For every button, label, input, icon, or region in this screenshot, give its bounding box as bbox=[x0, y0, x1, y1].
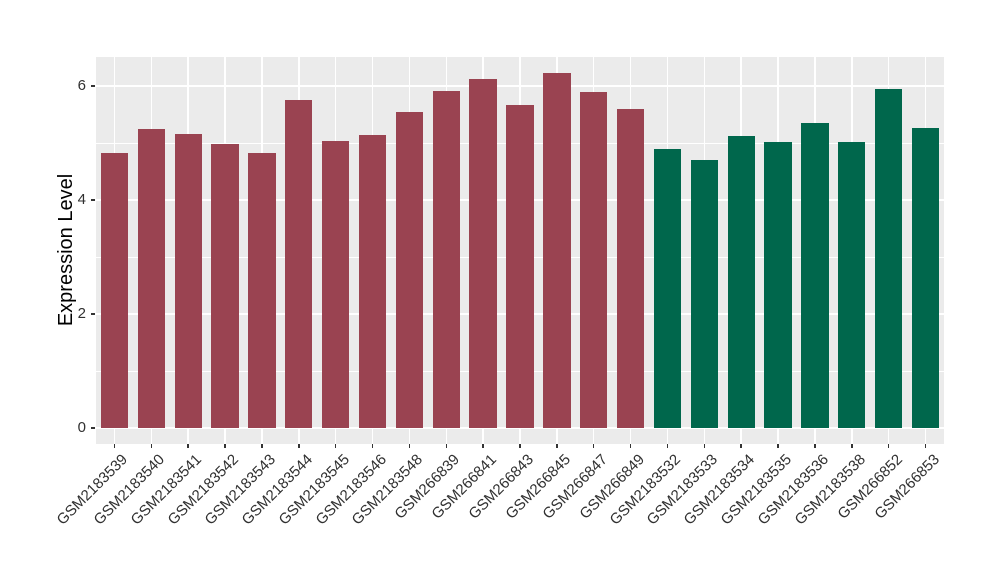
x-tick bbox=[851, 444, 853, 448]
bar bbox=[322, 140, 350, 428]
bar bbox=[506, 104, 534, 428]
y-tick-label: 2 bbox=[77, 305, 86, 322]
x-tick bbox=[298, 444, 300, 448]
x-tick bbox=[556, 444, 558, 448]
x-tick bbox=[777, 444, 779, 448]
bar bbox=[211, 144, 239, 428]
y-tick-label: 0 bbox=[77, 419, 86, 436]
x-tick bbox=[887, 444, 890, 448]
bar bbox=[580, 91, 608, 428]
bar bbox=[174, 134, 202, 428]
x-tick bbox=[924, 444, 927, 448]
x-tick bbox=[482, 444, 484, 448]
y-axis-title: Expression Level bbox=[55, 173, 77, 327]
bar bbox=[911, 127, 940, 428]
bar bbox=[616, 109, 645, 428]
bar bbox=[543, 73, 571, 428]
x-tick bbox=[113, 444, 116, 448]
x-tick bbox=[371, 444, 374, 448]
x-tick bbox=[224, 444, 226, 448]
x-tick bbox=[703, 444, 706, 448]
x-tick bbox=[445, 444, 447, 448]
y-tick-label: 6 bbox=[77, 77, 86, 94]
bar bbox=[690, 160, 718, 428]
bar bbox=[395, 112, 424, 428]
plot-panel bbox=[96, 57, 944, 444]
bar bbox=[137, 128, 165, 428]
x-tick bbox=[592, 444, 595, 448]
bar bbox=[764, 141, 792, 428]
x-tick bbox=[150, 444, 153, 448]
x-tick bbox=[261, 444, 263, 448]
y-tick-label: 4 bbox=[77, 191, 86, 208]
x-tick bbox=[334, 444, 337, 448]
bar bbox=[285, 100, 313, 428]
bar bbox=[838, 142, 866, 428]
x-tick bbox=[408, 444, 411, 448]
bar bbox=[100, 153, 129, 428]
bar bbox=[358, 135, 387, 428]
y-tick bbox=[91, 427, 95, 429]
bar bbox=[432, 90, 460, 428]
bar bbox=[801, 123, 829, 428]
x-tick bbox=[740, 444, 742, 448]
bar bbox=[469, 78, 497, 428]
y-tick bbox=[91, 85, 95, 87]
x-tick bbox=[814, 444, 816, 448]
bar bbox=[727, 135, 755, 428]
bar bbox=[875, 88, 903, 428]
x-tick bbox=[187, 444, 189, 448]
y-tick bbox=[91, 313, 95, 315]
y-tick bbox=[91, 199, 95, 201]
x-tick bbox=[629, 444, 632, 448]
x-tick bbox=[666, 444, 669, 448]
bar bbox=[248, 153, 276, 428]
bar bbox=[653, 149, 682, 428]
x-tick bbox=[519, 444, 521, 448]
